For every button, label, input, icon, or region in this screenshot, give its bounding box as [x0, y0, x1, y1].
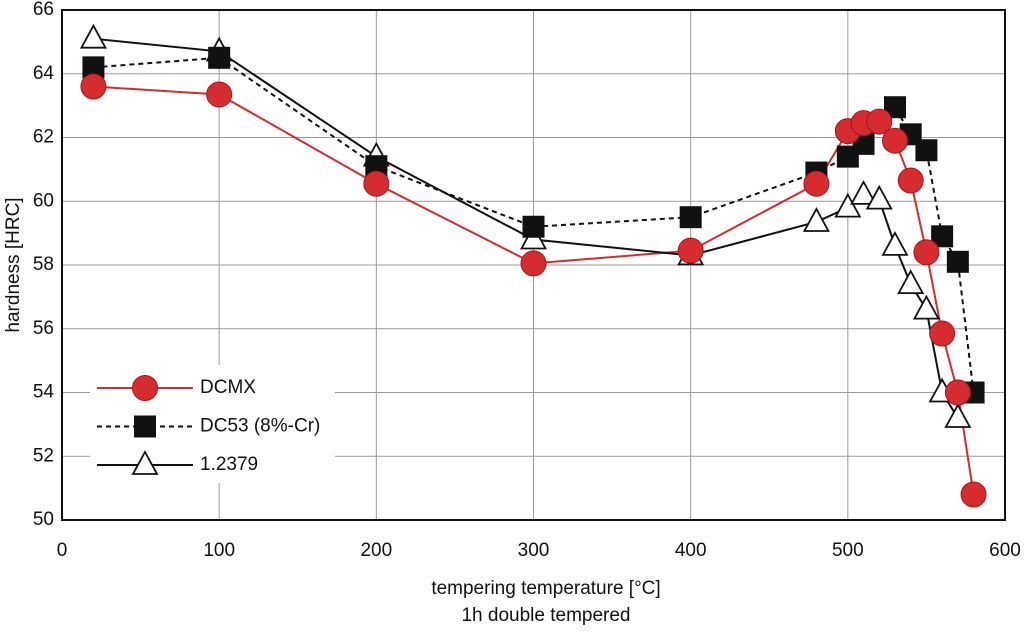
marker	[944, 379, 971, 406]
legend-label: 1.2379	[200, 454, 258, 475]
marker	[946, 250, 969, 273]
y-tick-label: 62	[33, 127, 54, 148]
marker	[881, 230, 909, 256]
plot-layer	[79, 23, 987, 508]
marker	[897, 167, 924, 194]
marker	[80, 73, 107, 100]
marker	[850, 179, 878, 205]
y-tick-label: 50	[33, 509, 54, 530]
legend-label: DC53 (8%-Cr)	[200, 416, 320, 437]
marker	[208, 46, 231, 69]
marker	[931, 225, 954, 248]
x-tick-label: 600	[989, 540, 1021, 561]
x-tick-label: 0	[57, 540, 68, 561]
legend-marker	[132, 375, 158, 401]
marker	[522, 215, 545, 238]
marker	[679, 206, 702, 229]
marker	[82, 56, 105, 79]
marker	[915, 139, 938, 162]
legend-marker	[131, 450, 159, 475]
marker	[944, 403, 972, 428]
marker	[929, 320, 956, 347]
marker	[881, 127, 908, 154]
marker	[363, 170, 390, 197]
marker	[866, 108, 893, 135]
marker	[897, 269, 925, 295]
marker	[960, 481, 987, 508]
marker	[206, 81, 233, 108]
y-axis-label: hardness [HRC]	[3, 197, 24, 332]
marker	[803, 170, 830, 197]
y-tick-label: 60	[33, 190, 54, 211]
x-tick-label: 500	[832, 540, 864, 561]
y-tick-label: 52	[33, 445, 54, 466]
marker	[802, 207, 830, 232]
legend: DCMX DC53 (8%-Cr) 1.2379	[90, 365, 335, 483]
y-tick-label: 54	[33, 382, 55, 403]
marker	[834, 192, 862, 218]
marker	[365, 155, 388, 178]
x-axis-note: 1h double tempered	[461, 605, 630, 626]
y-tick-label: 66	[33, 0, 54, 20]
x-tick-label: 200	[360, 540, 392, 561]
legend-label: DCMX	[200, 377, 256, 398]
marker	[865, 184, 893, 210]
legend-box	[90, 365, 335, 483]
x-tick-label: 400	[675, 540, 707, 561]
marker	[883, 96, 906, 119]
legend-marker	[134, 415, 156, 438]
y-tick-label: 56	[33, 318, 54, 339]
x-axis-label: tempering temperature [°C]	[431, 578, 660, 599]
marker	[520, 250, 547, 277]
x-tick-label: 100	[203, 540, 235, 561]
marker	[912, 294, 940, 320]
y-tick-label: 64	[33, 63, 55, 84]
y-tick-label: 58	[33, 254, 54, 275]
x-tick-label: 300	[518, 540, 550, 561]
marker	[677, 237, 704, 264]
plot-frame	[61, 9, 1006, 521]
marker	[913, 239, 940, 266]
marker	[79, 23, 107, 49]
